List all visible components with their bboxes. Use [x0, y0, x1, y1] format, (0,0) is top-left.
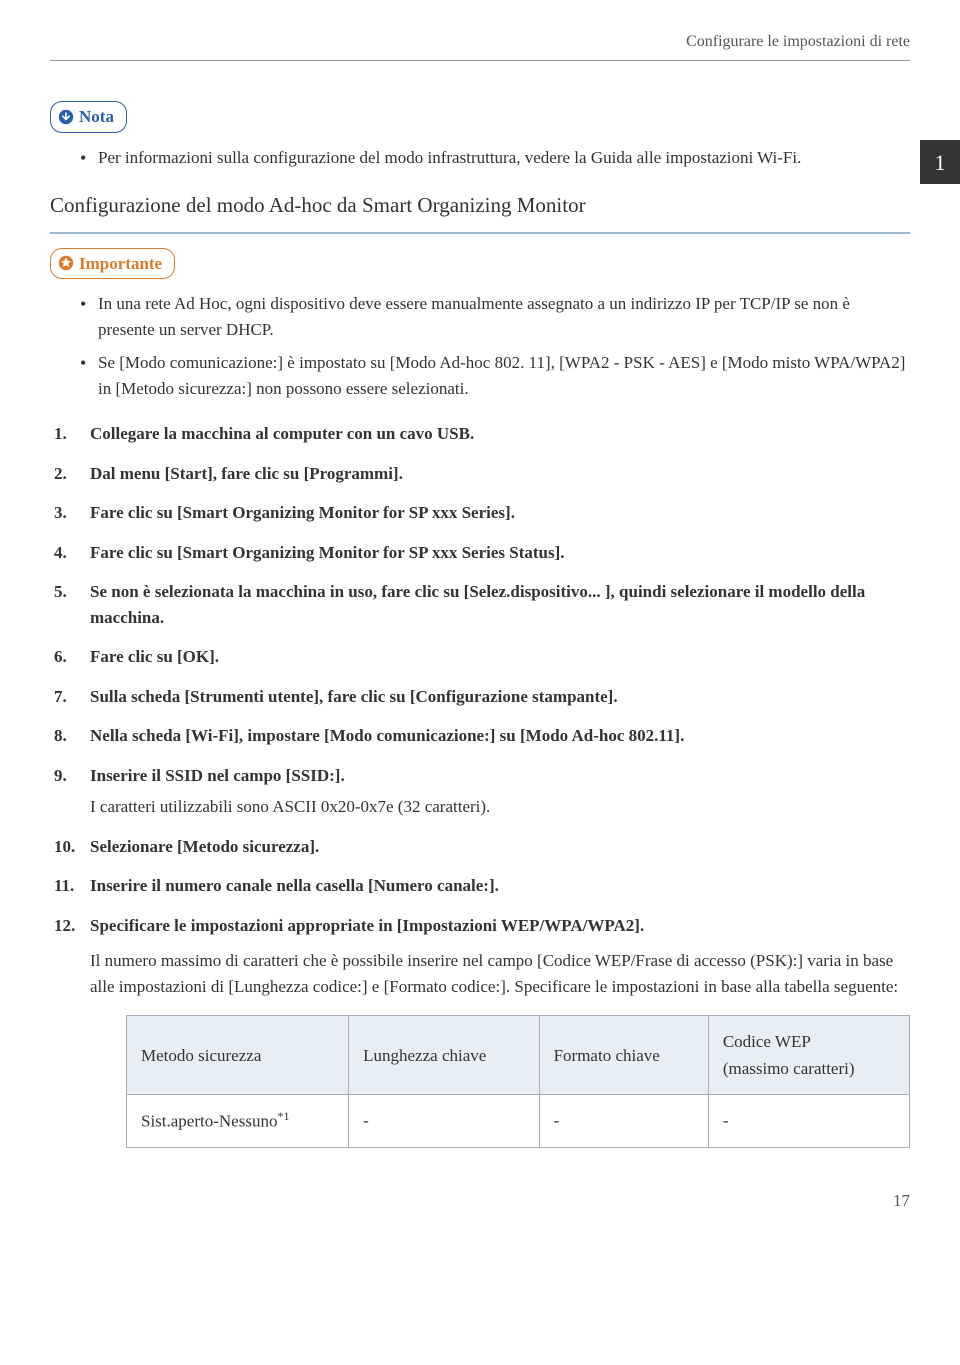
table-cell: - — [539, 1095, 708, 1147]
step-text: Nella scheda [Wi-Fi], impostare [Modo co… — [90, 726, 684, 745]
step-item: 6. Fare clic su [OK]. — [54, 644, 910, 670]
step-item: 3. Fare clic su [Smart Organizing Monito… — [54, 500, 910, 526]
step-item: 9. Inserire il SSID nel campo [SSID:]. I… — [54, 763, 910, 820]
table-row: Sist.aperto-Nessuno*1 - - - — [127, 1095, 910, 1147]
table-cell: Sist.aperto-Nessuno*1 — [127, 1095, 349, 1147]
step-number: 1. — [54, 421, 67, 447]
wep-table-wrap: Metodo sicurezza Lunghezza chiave Format… — [126, 1015, 910, 1148]
nota-list: Per informazioni sulla configurazione de… — [50, 145, 910, 171]
list-item: Per informazioni sulla configurazione de… — [80, 145, 910, 171]
page-number: 17 — [50, 1188, 910, 1214]
step-number: 8. — [54, 723, 67, 749]
arrow-down-icon — [57, 108, 75, 126]
table-cell: - — [708, 1095, 909, 1147]
step-number: 6. — [54, 644, 67, 670]
cell-text: Sist.aperto-Nessuno — [141, 1112, 277, 1131]
step-text: Se non è selezionata la macchina in uso,… — [90, 582, 865, 627]
step-text: Sulla scheda [Strumenti utente], fare cl… — [90, 687, 618, 706]
step-item: 11. Inserire il numero canale nella case… — [54, 873, 910, 899]
step-item: 5. Se non è selezionata la macchina in u… — [54, 579, 910, 630]
step-text: Fare clic su [OK]. — [90, 647, 219, 666]
step-item: 10. Selezionare [Metodo sicurezza]. — [54, 834, 910, 860]
star-icon — [57, 254, 75, 272]
step-item: 1. Collegare la macchina al computer con… — [54, 421, 910, 447]
importante-label: Importante — [79, 251, 162, 277]
step-text: Fare clic su [Smart Organizing Monitor f… — [90, 503, 515, 522]
chapter-tab: 1 — [920, 140, 960, 184]
step-note: I caratteri utilizzabili sono ASCII 0x20… — [90, 794, 910, 820]
step-item: 2. Dal menu [Start], fare clic su [Progr… — [54, 461, 910, 487]
list-item: Se [Modo comunicazione:] è impostato su … — [80, 350, 910, 401]
table-header: Codice WEP (massimo caratteri) — [708, 1016, 909, 1095]
table-header: Lunghezza chiave — [349, 1016, 539, 1095]
page-container: Configurare le impostazioni di rete 1 No… — [0, 0, 960, 1243]
step-text: Inserire il SSID nel campo [SSID:]. — [90, 766, 345, 785]
step-item: 8. Nella scheda [Wi-Fi], impostare [Modo… — [54, 723, 910, 749]
step-item: 7. Sulla scheda [Strumenti utente], fare… — [54, 684, 910, 710]
step-number: 7. — [54, 684, 67, 710]
step-text: Selezionare [Metodo sicurezza]. — [90, 837, 319, 856]
nota-label: Nota — [79, 104, 114, 130]
step-item: 4. Fare clic su [Smart Organizing Monito… — [54, 540, 910, 566]
step-number: 3. — [54, 500, 67, 526]
step-text: Collegare la macchina al computer con un… — [90, 424, 474, 443]
nota-badge: Nota — [50, 101, 127, 133]
section-rule — [50, 232, 910, 234]
step-number: 11. — [54, 873, 74, 899]
step-text: Dal menu [Start], fare clic su [Programm… — [90, 464, 403, 483]
step-text: Fare clic su [Smart Organizing Monitor f… — [90, 543, 565, 562]
step-number: 10. — [54, 834, 75, 860]
step-item: 12. Specificare le impostazioni appropri… — [54, 913, 910, 1148]
wep-table: Metodo sicurezza Lunghezza chiave Format… — [126, 1015, 910, 1148]
list-item: In una rete Ad Hoc, ogni dispositivo dev… — [80, 291, 910, 342]
step-paragraph: Il numero massimo di caratteri che è pos… — [90, 948, 910, 999]
table-cell: - — [349, 1095, 539, 1147]
table-header: Metodo sicurezza — [127, 1016, 349, 1095]
importante-list: In una rete Ad Hoc, ogni dispositivo dev… — [50, 291, 910, 401]
step-number: 9. — [54, 763, 67, 789]
step-text: Specificare le impostazioni appropriate … — [90, 916, 644, 935]
step-number: 5. — [54, 579, 67, 605]
section-title: Configurazione del modo Ad-hoc da Smart … — [50, 190, 910, 228]
steps-list: 1. Collegare la macchina al computer con… — [50, 421, 910, 1148]
table-header: Formato chiave — [539, 1016, 708, 1095]
step-number: 2. — [54, 461, 67, 487]
step-number: 4. — [54, 540, 67, 566]
importante-badge: Importante — [50, 248, 175, 280]
table-header-row: Metodo sicurezza Lunghezza chiave Format… — [127, 1016, 910, 1095]
footnote-marker: *1 — [277, 1109, 289, 1123]
step-text: Inserire il numero canale nella casella … — [90, 876, 499, 895]
step-number: 12. — [54, 913, 75, 939]
running-header: Configurare le impostazioni di rete — [50, 30, 910, 61]
